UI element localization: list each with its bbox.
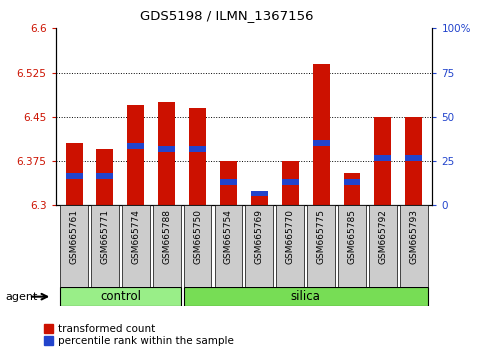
- FancyBboxPatch shape: [214, 205, 242, 287]
- FancyBboxPatch shape: [400, 205, 427, 287]
- Text: GSM665785: GSM665785: [347, 209, 356, 264]
- FancyBboxPatch shape: [91, 205, 119, 287]
- FancyBboxPatch shape: [184, 205, 212, 287]
- Bar: [189, 108, 206, 205]
- FancyBboxPatch shape: [307, 205, 335, 287]
- FancyBboxPatch shape: [60, 287, 181, 306]
- Text: GSM665771: GSM665771: [100, 209, 110, 264]
- FancyBboxPatch shape: [276, 205, 304, 287]
- Bar: [251, 190, 268, 196]
- Text: GSM665792: GSM665792: [378, 209, 387, 264]
- Bar: [374, 155, 391, 161]
- Bar: [313, 141, 329, 146]
- Bar: [251, 190, 268, 205]
- Text: GSM665770: GSM665770: [286, 209, 295, 264]
- Text: GSM665788: GSM665788: [162, 209, 171, 264]
- Bar: [405, 117, 422, 205]
- Text: GSM665769: GSM665769: [255, 209, 264, 264]
- Bar: [405, 155, 422, 161]
- Legend: transformed count, percentile rank within the sample: transformed count, percentile rank withi…: [44, 324, 234, 347]
- Text: agent: agent: [6, 292, 38, 302]
- Bar: [189, 146, 206, 152]
- Bar: [97, 173, 114, 179]
- Bar: [66, 143, 83, 205]
- FancyBboxPatch shape: [153, 205, 181, 287]
- FancyBboxPatch shape: [60, 205, 88, 287]
- FancyBboxPatch shape: [122, 205, 150, 287]
- Text: silica: silica: [291, 290, 321, 303]
- Bar: [128, 143, 144, 149]
- Bar: [282, 161, 298, 205]
- FancyBboxPatch shape: [338, 205, 366, 287]
- Bar: [128, 105, 144, 205]
- Bar: [220, 179, 237, 185]
- Bar: [343, 173, 360, 205]
- Text: GSM665750: GSM665750: [193, 209, 202, 264]
- Text: GSM665774: GSM665774: [131, 209, 141, 264]
- Text: GSM665754: GSM665754: [224, 209, 233, 264]
- Text: GSM665775: GSM665775: [317, 209, 326, 264]
- FancyBboxPatch shape: [369, 205, 397, 287]
- FancyBboxPatch shape: [184, 287, 427, 306]
- Bar: [282, 179, 298, 185]
- Bar: [343, 179, 360, 185]
- Text: GDS5198 / ILMN_1367156: GDS5198 / ILMN_1367156: [140, 9, 314, 22]
- Bar: [158, 146, 175, 152]
- Bar: [66, 173, 83, 179]
- Text: control: control: [100, 290, 141, 303]
- FancyBboxPatch shape: [245, 205, 273, 287]
- Bar: [158, 102, 175, 205]
- Bar: [374, 117, 391, 205]
- Bar: [97, 149, 114, 205]
- Bar: [220, 161, 237, 205]
- Text: GSM665761: GSM665761: [70, 209, 79, 264]
- Text: GSM665793: GSM665793: [409, 209, 418, 264]
- Bar: [313, 64, 329, 205]
